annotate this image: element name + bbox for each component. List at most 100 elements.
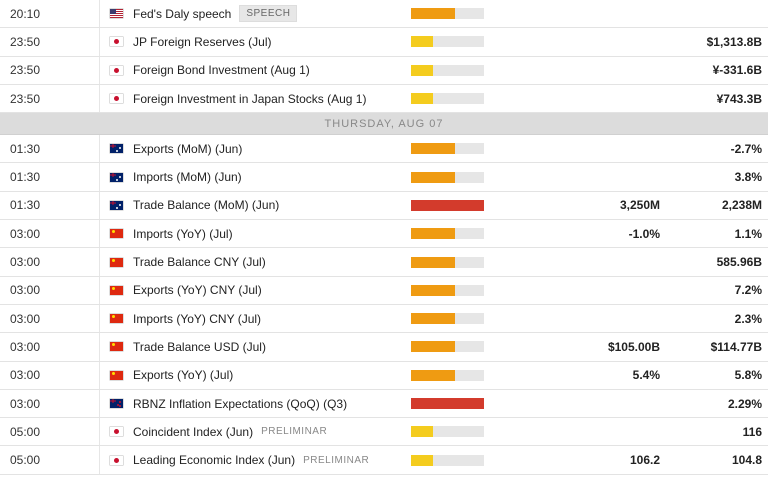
- event-title[interactable]: Trade Balance (MoM) (Jun): [133, 198, 280, 213]
- calendar-row[interactable]: 03:00 Exports (YoY) (Jul) 5.4% 5.8%: [0, 361, 768, 390]
- jp-flag-icon: [109, 455, 123, 465]
- impact-cell: [411, 333, 486, 360]
- event-time: 01:30: [0, 163, 100, 191]
- impact-bar-fill: [411, 8, 455, 20]
- event-name-cell[interactable]: Trade Balance USD (Jul): [133, 333, 403, 360]
- impact-cell: [411, 220, 486, 247]
- event-title[interactable]: Fed's Daly speech: [133, 6, 232, 21]
- event-name-cell[interactable]: Exports (YoY) CNY (Jul): [133, 277, 403, 304]
- event-name-cell[interactable]: Exports (MoM) (Jun): [133, 135, 403, 162]
- previous-value: $1,313.8B: [706, 34, 762, 49]
- calendar-row[interactable]: 03:00 Trade Balance CNY (Jul) 585.96B: [0, 248, 768, 277]
- impact-cell: [411, 390, 486, 417]
- event-title[interactable]: Imports (MoM) (Jun): [133, 170, 242, 185]
- event-name-cell[interactable]: Fed's Daly speech SPEECH: [133, 0, 403, 27]
- event-name-cell[interactable]: Exports (YoY) (Jul): [133, 362, 403, 389]
- calendar-row[interactable]: 01:30 Trade Balance (MoM) (Jun) 3,250M 2…: [0, 191, 768, 221]
- rows-group-before: 20:10 Fed's Daly speech SPEECH 23:50 JP …: [0, 0, 768, 114]
- event-title[interactable]: Trade Balance USD (Jul): [133, 339, 266, 354]
- impact-bar-fill: [411, 228, 455, 240]
- impact-bar: [411, 341, 484, 353]
- country-flag-cell: [106, 0, 126, 27]
- event-title[interactable]: RBNZ Inflation Expectations (QoQ) (Q3): [133, 396, 348, 411]
- nz-flag-icon: [109, 399, 123, 408]
- calendar-row[interactable]: 01:30 Exports (MoM) (Jun) -2.7%: [0, 135, 768, 164]
- impact-cell: [411, 163, 486, 190]
- event-name-cell[interactable]: Trade Balance (MoM) (Jun): [133, 192, 403, 219]
- country-flag-cell: [106, 248, 126, 275]
- event-name-cell[interactable]: Coincident Index (Jun) PRELIMINAR: [133, 418, 403, 445]
- impact-bar-fill: [411, 369, 455, 381]
- calendar-row[interactable]: 20:10 Fed's Daly speech SPEECH: [0, 0, 768, 29]
- impact-bar: [411, 8, 484, 20]
- event-name-cell[interactable]: Imports (MoM) (Jun): [133, 163, 403, 190]
- calendar-row[interactable]: 03:00 Exports (YoY) CNY (Jul) 7.2%: [0, 276, 768, 305]
- impact-bar-fill: [411, 313, 455, 325]
- jp-flag-icon: [109, 94, 123, 104]
- event-title[interactable]: Exports (MoM) (Jun): [133, 141, 243, 156]
- calendar-row[interactable]: 03:00 RBNZ Inflation Expectations (QoQ) …: [0, 389, 768, 419]
- preliminary-tag: PRELIMINAR: [303, 454, 370, 466]
- impact-cell: [411, 192, 486, 219]
- consensus-value: [560, 277, 660, 304]
- event-name-cell[interactable]: RBNZ Inflation Expectations (QoQ) (Q3): [133, 390, 403, 417]
- country-flag-cell: [106, 192, 126, 219]
- impact-bar: [411, 228, 484, 240]
- calendar-row[interactable]: 03:00 Imports (YoY) (Jul) -1.0% 1.1%: [0, 220, 768, 249]
- calendar-row[interactable]: 05:00 Coincident Index (Jun) PRELIMINAR …: [0, 418, 768, 447]
- consensus-value: 106.2: [629, 453, 660, 468]
- calendar-row[interactable]: 03:00 Trade Balance USD (Jul) $105.00B $…: [0, 333, 768, 362]
- event-title[interactable]: Imports (YoY) (Jul): [133, 226, 233, 241]
- country-flag-cell: [106, 163, 126, 190]
- calendar-row[interactable]: 01:30 Imports (MoM) (Jun) 3.8%: [0, 163, 768, 192]
- event-title[interactable]: Exports (YoY) (Jul): [133, 368, 234, 383]
- calendar-row[interactable]: 23:50 Foreign Investment in Japan Stocks…: [0, 84, 768, 114]
- event-title[interactable]: JP Foreign Reserves (Jul): [133, 34, 272, 49]
- event-title[interactable]: Coincident Index (Jun): [133, 424, 254, 439]
- country-flag-cell: [106, 446, 126, 473]
- impact-bar: [411, 256, 484, 268]
- country-flag-cell: [106, 333, 126, 360]
- jp-flag-icon: [109, 427, 123, 437]
- event-name-cell[interactable]: Foreign Bond Investment (Aug 1): [133, 57, 403, 84]
- event-title[interactable]: Trade Balance CNY (Jul): [133, 255, 266, 270]
- calendar-row[interactable]: 23:50 JP Foreign Reserves (Jul) $1,313.8…: [0, 28, 768, 57]
- event-name-cell[interactable]: Trade Balance CNY (Jul): [133, 248, 403, 275]
- impact-bar-fill: [411, 143, 455, 155]
- previous-value: 2.3%: [734, 311, 762, 326]
- event-time: 23:50: [0, 84, 100, 113]
- impact-cell: [411, 305, 486, 332]
- cn-flag-icon: [109, 342, 123, 352]
- au-flag-icon: [109, 144, 123, 154]
- event-name-cell[interactable]: Imports (YoY) CNY (Jul): [133, 305, 403, 332]
- impact-cell: [411, 57, 486, 84]
- impact-bar-fill: [411, 398, 484, 409]
- jp-flag-icon: [109, 37, 123, 47]
- previous-value: [660, 0, 762, 27]
- country-flag-cell: [106, 305, 126, 332]
- event-name-cell[interactable]: Imports (YoY) (Jul): [133, 220, 403, 247]
- event-name-cell[interactable]: Leading Economic Index (Jun) PRELIMINAR: [133, 446, 403, 473]
- event-title[interactable]: Foreign Investment in Japan Stocks (Aug …: [133, 91, 367, 106]
- event-name-cell[interactable]: JP Foreign Reserves (Jul): [133, 28, 403, 55]
- consensus-value: [560, 85, 660, 112]
- calendar-row[interactable]: 03:00 Imports (YoY) CNY (Jul) 2.3%: [0, 304, 768, 334]
- event-title[interactable]: Foreign Bond Investment (Aug 1): [133, 63, 310, 78]
- cn-flag-icon: [109, 314, 123, 324]
- event-title[interactable]: Imports (YoY) CNY (Jul): [133, 311, 262, 326]
- previous-value: 2,238M: [721, 198, 762, 213]
- event-title[interactable]: Leading Economic Index (Jun): [133, 453, 296, 468]
- consensus-value: [560, 135, 660, 162]
- consensus-value: [560, 305, 660, 332]
- impact-bar: [411, 369, 484, 381]
- day-header: THURSDAY, AUG 07: [0, 113, 768, 136]
- impact-bar: [411, 284, 484, 296]
- impact-bar-fill: [411, 199, 484, 211]
- event-time: 03:00: [0, 248, 100, 276]
- calendar-row[interactable]: 23:50 Foreign Bond Investment (Aug 1) ¥-…: [0, 56, 768, 85]
- impact-bar: [411, 313, 484, 325]
- event-name-cell[interactable]: Foreign Investment in Japan Stocks (Aug …: [133, 85, 403, 112]
- event-title[interactable]: Exports (YoY) CNY (Jul): [133, 283, 262, 298]
- calendar-row[interactable]: 05:00 Leading Economic Index (Jun) PRELI…: [0, 446, 768, 475]
- cn-flag-icon: [109, 370, 123, 380]
